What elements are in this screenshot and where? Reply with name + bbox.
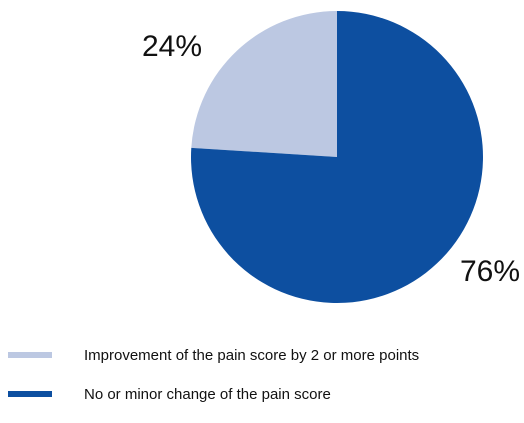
legend-label-no-change: No or minor change of the pain score (84, 385, 331, 403)
legend: Improvement of the pain score by 2 or mo… (8, 345, 518, 423)
legend-item-improvement: Improvement of the pain score by 2 or mo… (8, 345, 518, 365)
legend-swatch-no-change (8, 391, 52, 397)
slice-value-label-no-change: 76% (460, 255, 520, 288)
legend-item-no-change: No or minor change of the pain score (8, 384, 518, 404)
legend-swatch-improvement (8, 352, 52, 358)
pie-chart: 24% 76% (142, 11, 520, 303)
pie-slice-no-change (191, 11, 484, 303)
legend-label-improvement: Improvement of the pain score by 2 or mo… (84, 346, 420, 364)
pie-slices (191, 11, 484, 303)
slice-value-label-improvement: 24% (142, 30, 202, 63)
pie-slice-improvement (191, 11, 337, 157)
